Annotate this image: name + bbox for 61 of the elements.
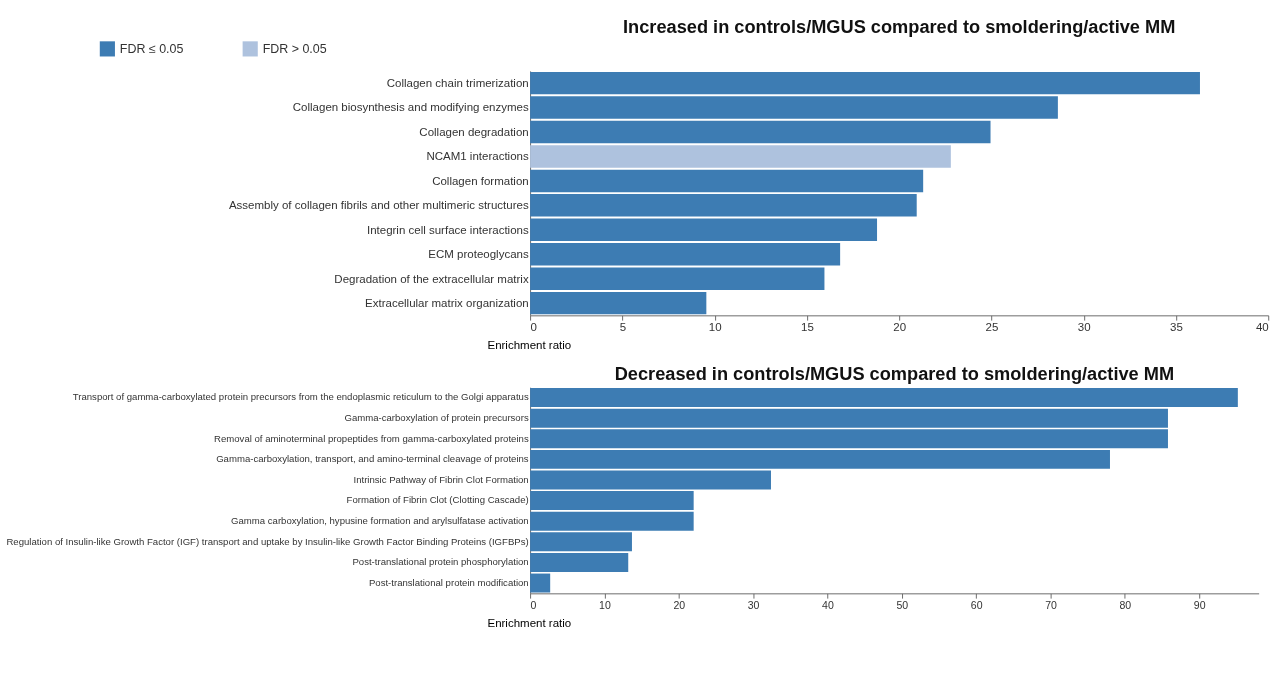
y-tick-label: Assembly of collagen fibrils and other multimeric structures [228,199,529,212]
y-tick-label: Post-translational protein modification [368,576,529,588]
y-tick-label: Collagen biosynthesis and modifying enzymes [292,101,529,114]
bar [530,120,991,144]
x-tick-label: 90 [1193,599,1206,612]
x-tick-label: 0 [530,321,537,334]
y-tick-label: Removal of aminoterminal propeptides from gamma-carboxylated proteins [214,432,529,444]
bar [530,552,629,572]
y-tick-label: Collagen formation [432,174,529,187]
x-tick-label: 20 [673,599,686,612]
y-tick-label: Degradation of the extracellular matrix [334,272,529,285]
y-tick-label: Extracellular matrix organization [365,296,529,309]
x-tick-label: 10 [708,321,722,334]
bar [530,267,825,290]
y-tick-label: Collagen chain trimerization [386,76,529,89]
bar [530,291,707,315]
x-tick-label: 40 [1255,321,1269,334]
x-tick-label: 25 [985,321,999,334]
y-tick-label: Post-translational protein phosphorylation [352,556,529,568]
bar [530,194,917,217]
y-tick-label: Intrinsic Pathway of Fibrin Clot Formation [353,473,529,485]
bar [530,243,841,266]
x-tick-label: 60 [970,599,983,612]
chart-title: Increased in controls/MGUS compared to smoldering/active MM [623,16,1176,37]
bar [530,573,551,593]
y-tick-label: Regulation of Insulin-like Growth Factor (IGF) transport and uptake by Insulin-like Growth Factor Binding Proteins (IGFBPs) [6,535,529,547]
x-tick-label: 15 [801,321,814,334]
bar [530,71,1200,95]
x-axis-title: Enrichment ratio [487,339,572,352]
bar [530,145,951,168]
bar [530,449,1110,469]
bar [530,96,1058,119]
x-tick-label: 50 [896,599,909,612]
bar [530,470,771,490]
chart-title: Decreased in controls/MGUS compared to smoldering/active MM [614,363,1175,384]
legend-label: FDR ≤ 0.05 [119,41,184,56]
x-tick-label: 70 [1045,599,1057,612]
bar [530,169,924,193]
y-tick-label: Gamma-carboxylation, transport, and amino-terminal cleavage of proteins [216,453,529,465]
x-tick-label: 20 [893,321,907,334]
y-tick-label: Transport of gamma-carboxylated protein precursors from the endoplasmic reticulum to the Golgi apparatus [72,391,529,403]
x-tick-label: 10 [599,599,611,612]
y-tick-label: Integrin cell surface interactions [366,223,529,236]
y-tick-label: ECM proteoglycans [428,248,529,261]
y-tick-label: Collagen degradation [419,125,529,138]
x-tick-label: 30 [747,599,760,612]
x-tick-label: 40 [822,599,834,612]
y-tick-label: Formation of Fibrin Clot (Clotting Cascade) [346,494,529,506]
x-tick-label: 80 [1119,599,1132,612]
legend-label: FDR > 0.05 [262,41,327,56]
bar [530,218,878,242]
y-tick-label: Gamma-carboxylation of protein precursors [344,412,529,424]
bar [530,388,1238,408]
x-tick-label: 0 [530,599,537,612]
x-tick-label: 35 [1170,321,1183,334]
x-tick-label: 5 [619,321,627,334]
bar [530,491,694,511]
y-tick-label: Gamma carboxylation, hypusine formation and arylsulfatase activation [231,515,529,527]
x-axis-title: Enrichment ratio [487,617,572,630]
y-tick-label: NCAM1 interactions [426,150,529,163]
x-tick-label: 30 [1077,321,1091,334]
